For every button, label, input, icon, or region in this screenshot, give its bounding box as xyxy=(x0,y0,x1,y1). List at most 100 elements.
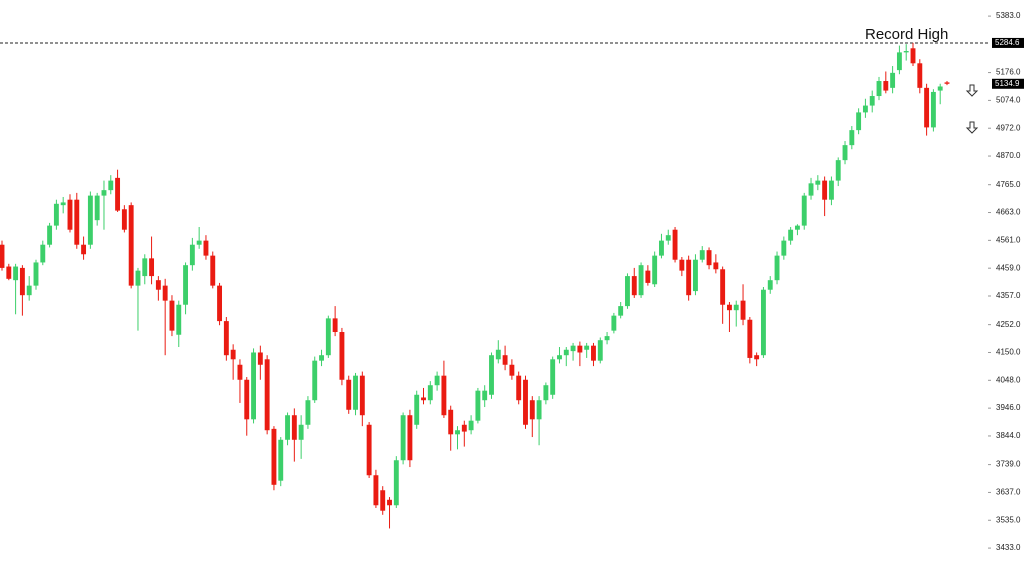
candle-body xyxy=(319,355,324,361)
candle-body xyxy=(393,460,399,506)
candle-body xyxy=(706,250,712,266)
candle-body xyxy=(733,304,739,311)
candle-body xyxy=(876,81,882,97)
candle-body xyxy=(121,209,127,230)
candle-body xyxy=(869,96,875,106)
candle-body xyxy=(6,266,12,279)
y-tick-label: 4357.0 xyxy=(996,291,1021,300)
candle-body xyxy=(570,345,576,352)
candle-body xyxy=(40,244,46,263)
candle-body xyxy=(346,379,352,410)
candle-body xyxy=(67,199,73,230)
candle-body xyxy=(468,420,474,431)
candle-body xyxy=(611,315,617,331)
candle-body xyxy=(87,195,93,245)
candle-body xyxy=(686,259,692,296)
candle-body xyxy=(230,349,236,360)
candle-body xyxy=(387,499,392,506)
candle-body xyxy=(917,63,923,88)
candle-body xyxy=(251,352,256,420)
candle-body xyxy=(924,87,930,128)
candle-body xyxy=(937,86,943,91)
candle-body xyxy=(665,235,671,241)
candle-body xyxy=(679,259,685,271)
candle-body xyxy=(720,269,726,305)
candle-body xyxy=(509,364,515,376)
candle-body xyxy=(196,240,202,245)
candle-body xyxy=(557,355,562,360)
candle-body xyxy=(115,177,121,211)
candle-body xyxy=(448,409,454,435)
candle-body xyxy=(47,225,53,245)
candle-body xyxy=(285,415,290,440)
candle-body xyxy=(625,276,630,307)
candle-body xyxy=(815,180,821,185)
y-tick-label: 4972.0 xyxy=(996,123,1021,132)
candle-body xyxy=(801,195,807,226)
candle-body xyxy=(699,250,705,260)
candle-body xyxy=(604,336,610,341)
candle-body xyxy=(495,349,501,360)
candle-body xyxy=(693,259,698,292)
candle-body xyxy=(427,385,433,401)
arrow-icon xyxy=(965,84,979,134)
candle-body xyxy=(529,400,535,420)
candle-body xyxy=(60,202,66,206)
candle-body xyxy=(849,130,855,146)
y-tick-label: 3637.0 xyxy=(996,488,1021,497)
y-tick-label: 4150.0 xyxy=(996,348,1021,357)
y-tick-label: 3946.0 xyxy=(996,403,1021,412)
candle-body xyxy=(339,332,345,380)
candle-body xyxy=(740,300,746,320)
candle-body xyxy=(312,360,318,401)
candle-body xyxy=(726,304,732,311)
candle-body xyxy=(257,352,263,365)
candle-body xyxy=(414,394,420,425)
y-tick-label: 5074.0 xyxy=(996,96,1021,105)
candle-body xyxy=(659,240,664,256)
candle-body xyxy=(536,400,542,420)
candle-body xyxy=(550,359,556,395)
candle-body xyxy=(842,145,848,161)
candle-body xyxy=(822,180,828,200)
candle-body xyxy=(767,280,773,290)
candle-body xyxy=(26,285,32,296)
price-box xyxy=(992,78,1024,89)
price-box xyxy=(992,37,1024,48)
candle-body xyxy=(543,385,549,401)
candle-body xyxy=(903,51,909,53)
candle-body xyxy=(835,160,841,181)
candle-body xyxy=(407,415,413,461)
candle-body xyxy=(516,375,522,401)
candle-body xyxy=(332,318,338,333)
candle-body xyxy=(563,349,569,356)
candle-body xyxy=(482,390,488,401)
candle-body xyxy=(788,229,794,241)
candle-body xyxy=(638,265,644,296)
candle-body xyxy=(291,415,297,440)
candle-body xyxy=(883,81,889,91)
candle-body xyxy=(33,262,39,286)
candle-body xyxy=(0,244,5,268)
annotation-value: 5284.6 xyxy=(995,38,1020,47)
candle-body xyxy=(808,183,814,196)
candle-body xyxy=(210,255,216,286)
candle-body xyxy=(421,397,426,401)
candle-body xyxy=(475,390,481,421)
candle-body xyxy=(502,355,508,365)
candle-body xyxy=(862,105,868,113)
candle-body xyxy=(162,285,168,301)
candle-body xyxy=(584,345,590,350)
y-tick-label: 4663.0 xyxy=(996,208,1021,217)
candle-body xyxy=(359,375,365,416)
candle-body xyxy=(189,244,195,266)
candle-body xyxy=(169,300,175,331)
candle-body xyxy=(747,319,753,358)
candle-body xyxy=(244,379,250,420)
candle-body xyxy=(94,195,100,221)
candle-body xyxy=(597,340,603,361)
candle-body xyxy=(890,72,896,88)
candle-body xyxy=(577,345,583,353)
